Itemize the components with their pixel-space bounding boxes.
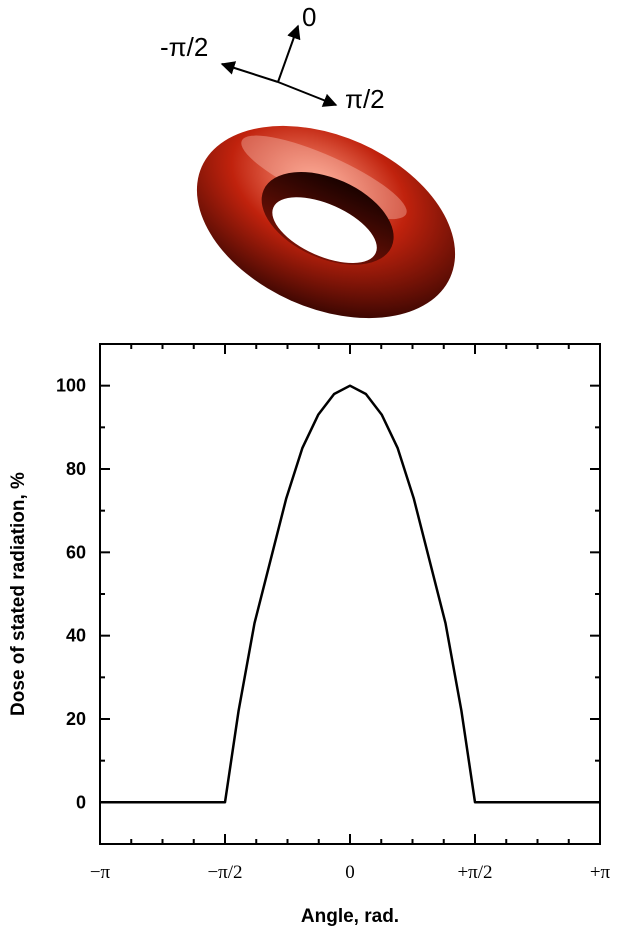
x-axis-title: Angle, rad.: [301, 906, 399, 927]
x-axis-ticks: [99, 344, 601, 844]
torus-hole: [272, 197, 377, 264]
x-tick-label: +π/2: [457, 862, 492, 883]
x-tick-label: 0: [345, 862, 355, 883]
left-arrow: [220, 61, 279, 83]
left-direction-label: -π/2: [160, 32, 208, 62]
y-tick-label: 20: [66, 709, 86, 729]
x-tick-label: +π: [590, 862, 611, 883]
x-tick-label: −π: [90, 862, 111, 883]
x-axis-tick-labels: −π −π/2 0 +π/2 +π: [90, 862, 611, 883]
y-axis-ticks: [100, 343, 600, 845]
forward-direction-label: 0: [302, 2, 316, 32]
right-arrow: [277, 81, 338, 107]
chart: 0 20 40 60 80 100 −π −π/2 0 +π/2 +π Dose of state…: [8, 343, 611, 927]
y-tick-label: 100: [56, 376, 86, 396]
plot-frame: [99, 343, 601, 845]
right-direction-label: π/2: [345, 84, 385, 114]
series-layer: [100, 384, 600, 804]
orientation-diagram: 0 -π/2 π/2: [160, 2, 385, 114]
dose-curve: [100, 384, 600, 804]
torus-illustration: [196, 125, 456, 319]
y-tick-label: 0: [76, 792, 86, 812]
y-tick-label: 60: [66, 542, 86, 562]
y-axis-tick-labels: 0 20 40 60 80 100: [56, 376, 86, 813]
x-tick-label: −π/2: [207, 862, 242, 883]
y-tick-label: 80: [66, 459, 86, 479]
forward-arrow: [277, 24, 301, 83]
y-tick-label: 40: [66, 626, 86, 646]
y-axis-title: Dose of stated radiation, %: [8, 472, 29, 716]
